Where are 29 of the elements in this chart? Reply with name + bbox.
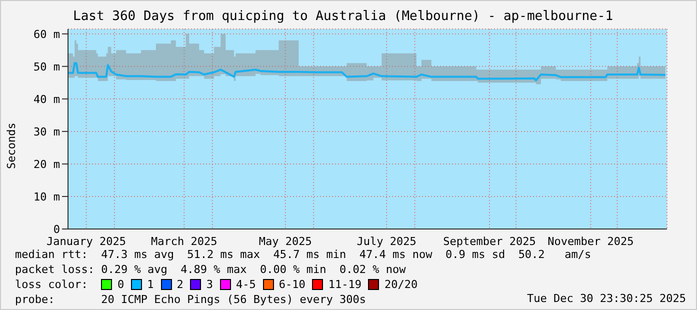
text: 3 [206, 277, 213, 292]
y-tick-label: 10 m [34, 190, 60, 204]
text: 20/20 [384, 277, 418, 292]
y-tick-label: 0 [53, 222, 60, 236]
x-tick-label: January 2025 [46, 234, 126, 248]
text: median rtt: 47.3 ms avg 51.2 ms max 45.7 ms min 47.4 ms now 0.9 ms sd 50.2 am/s [15, 248, 592, 262]
y-axis-title: Seconds [5, 122, 18, 169]
x-tick-label: July 2025 [356, 234, 416, 248]
text: 6-10 [278, 277, 306, 292]
text: 1 [147, 277, 154, 292]
y-tick-label: 50 m [34, 60, 60, 74]
text: 0 [117, 277, 124, 292]
x-tick-label: September 2025 [443, 234, 536, 248]
text: 4-5 [236, 277, 256, 292]
x-tick-label: November 2025 [548, 234, 634, 248]
x-tick-label: May 2025 [258, 234, 312, 248]
text: packet loss: 0.29 % avg 4.89 % max 0.00 % min 0.02 % now [15, 262, 407, 277]
x-tick-label: March 2025 [151, 234, 218, 248]
y-tick-label: 60 m [34, 28, 60, 41]
text: probe: 20 ICMP Echo Pings (56 Bytes) every 300s [15, 293, 366, 306]
y-tick-label: 20 m [34, 158, 60, 171]
text: loss color: [15, 277, 89, 292]
y-tick-label: 30 m [34, 125, 60, 138]
y-tick-label: 40 m [34, 92, 60, 106]
text: Tue Dec 30 23:30:25 2025 [527, 292, 686, 305]
line-series [68, 62, 666, 82]
text: 2 [176, 277, 184, 292]
text: 11-19 [328, 277, 362, 292]
chart-title: Last 360 Days from quicping to Australia (Melbourne) - ap-melbourne-1 [73, 9, 614, 24]
